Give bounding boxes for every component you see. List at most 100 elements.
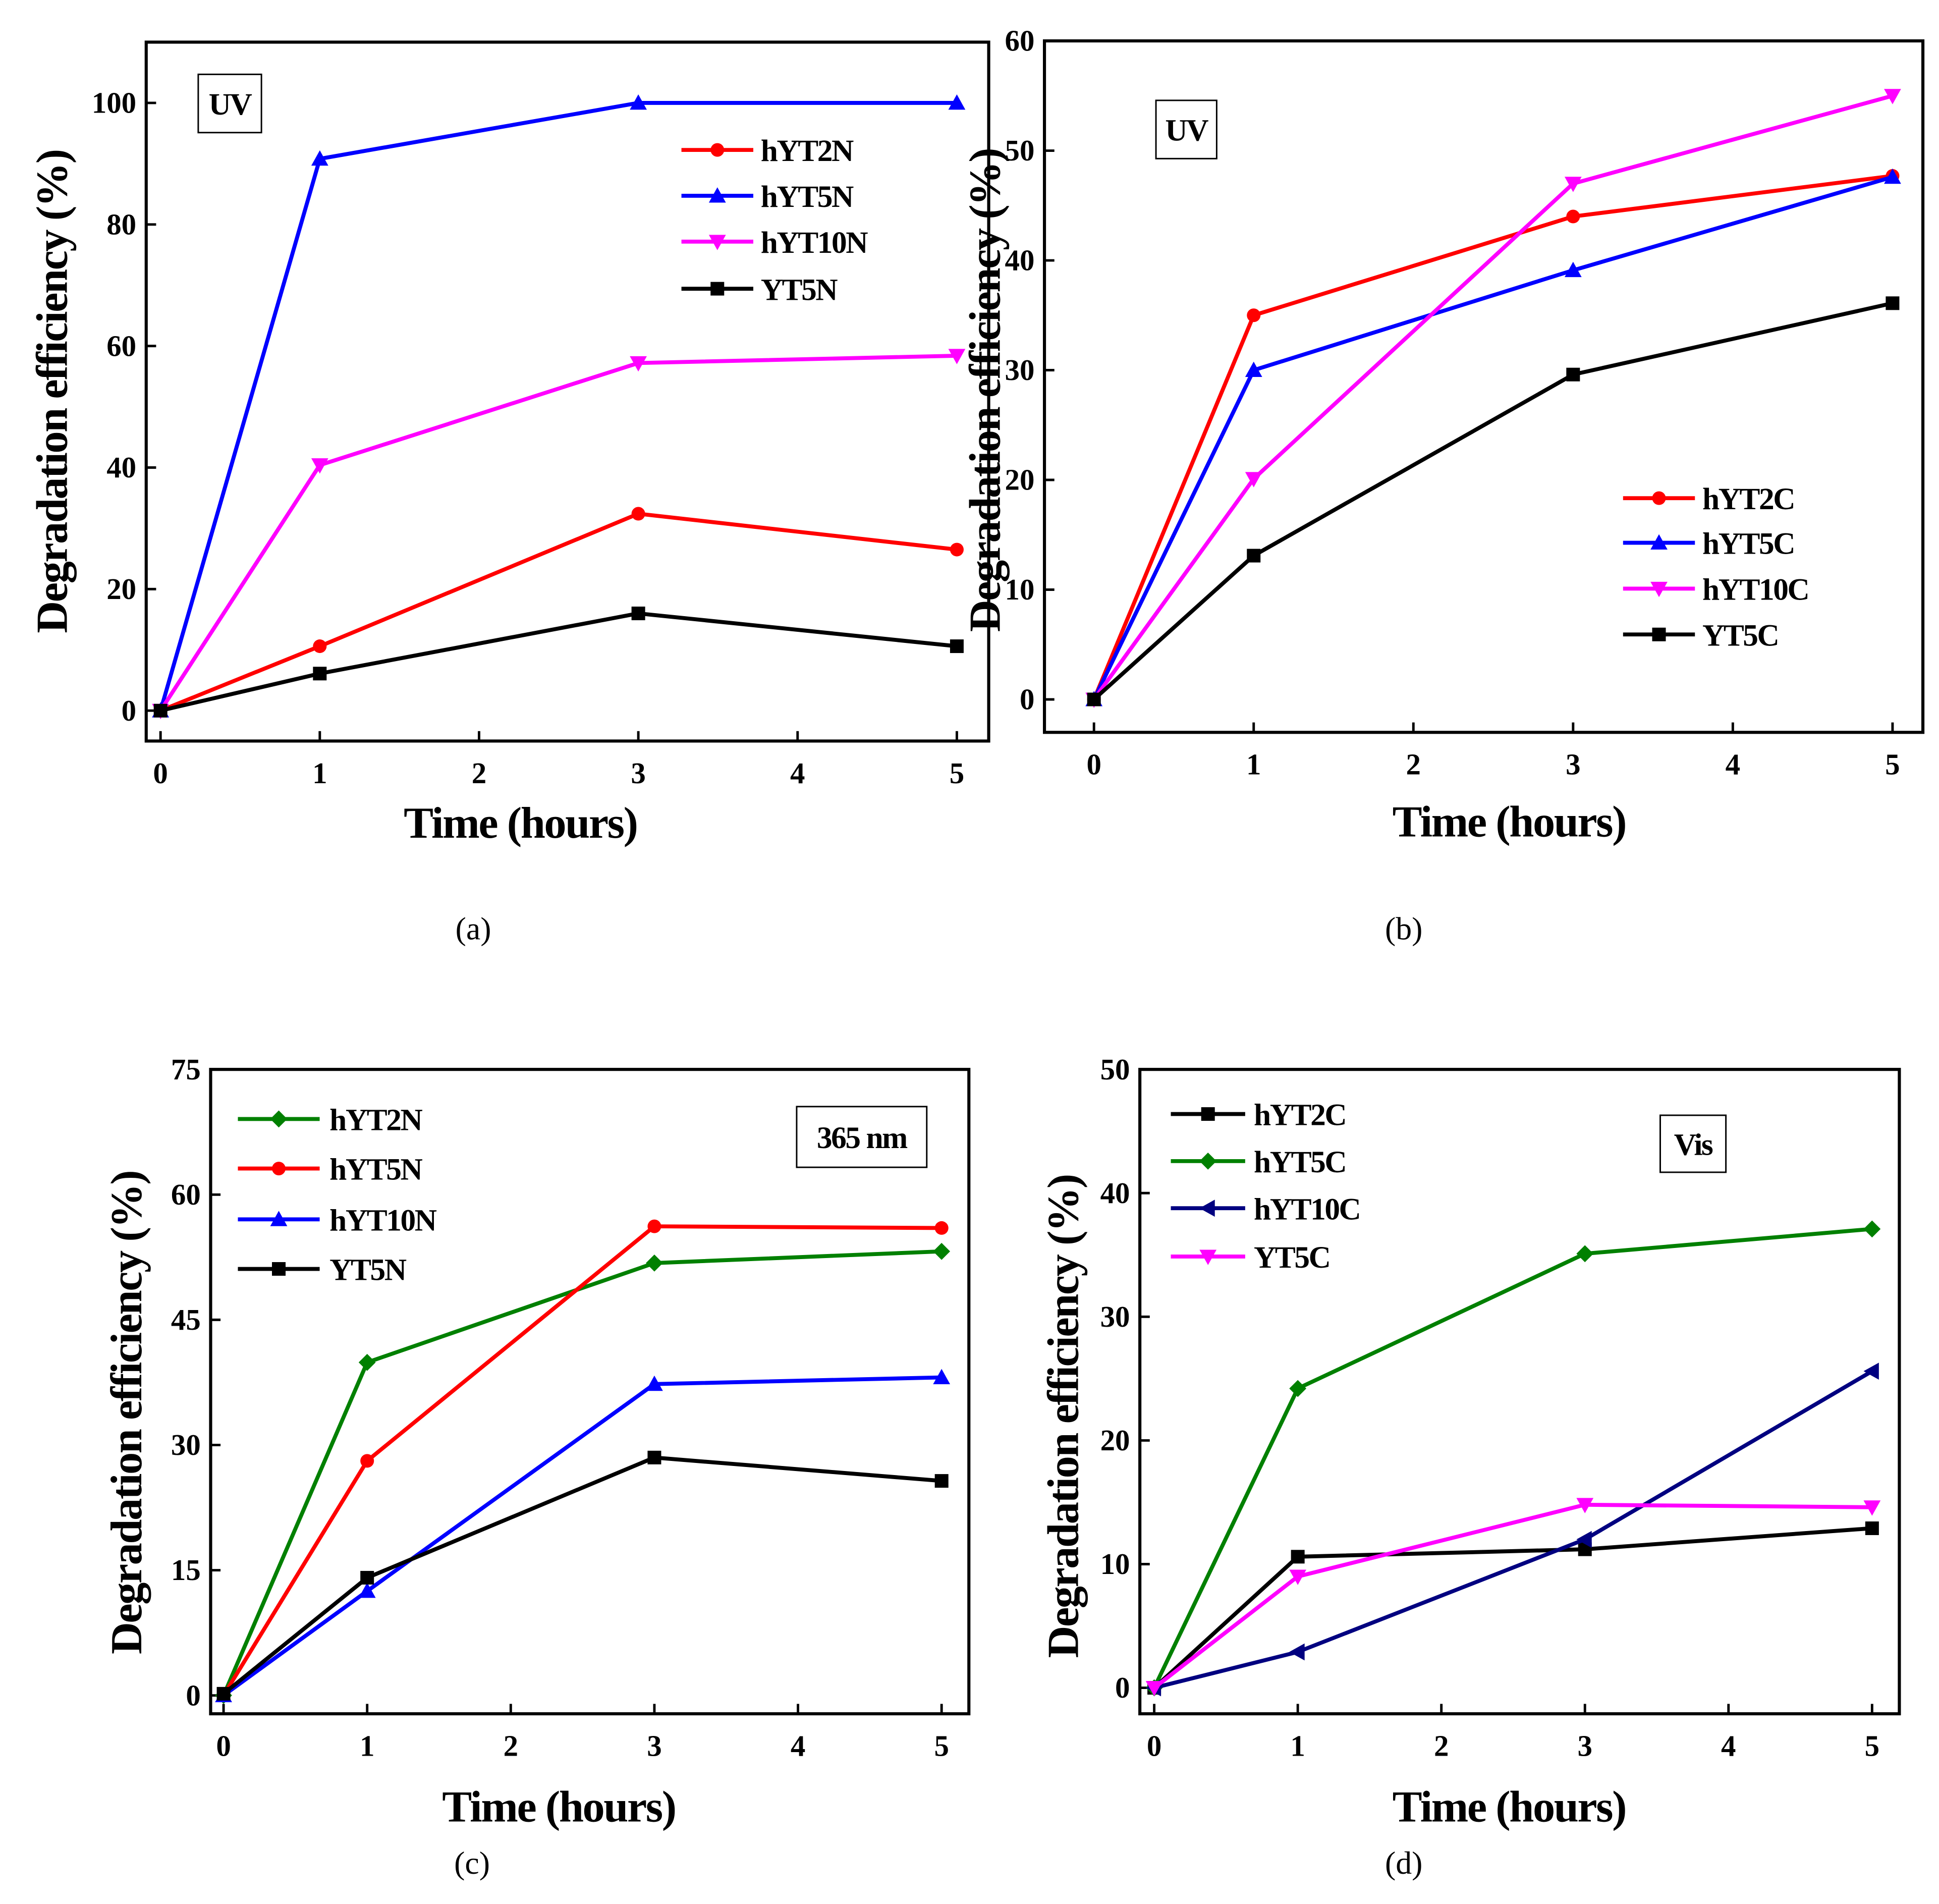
- marker-square: [1087, 692, 1101, 706]
- marker-circle: [710, 143, 725, 157]
- legend-label: hYT5C: [1702, 527, 1794, 561]
- series-line: [159, 512, 957, 713]
- panel-caption: (c): [454, 1845, 490, 1881]
- chart-panel-a: 0 1 2 3 4 5 0 20 40 60 80 100 Time (hours) Degradatio…: [28, 40, 990, 946]
- marker-triangle-down: [1145, 1681, 1163, 1697]
- y-tick-label: 40: [1005, 244, 1034, 277]
- y-tick-label: 30: [171, 1428, 201, 1461]
- y-axis-title: Degradation efficiency (%): [1038, 1175, 1088, 1658]
- x-tick-label: 1: [360, 1729, 374, 1763]
- x-tick-label: 2: [504, 1729, 518, 1763]
- x-tick-label: 5: [950, 756, 964, 790]
- legend-entry: YT5C: [1623, 618, 1780, 652]
- plot-frame: [1138, 1068, 1901, 1716]
- marker-square: [360, 1570, 374, 1585]
- marker-triangle-down: [1650, 581, 1668, 597]
- panel-caption: (b): [1385, 910, 1422, 946]
- legend-label: hYT10C: [1702, 573, 1808, 607]
- marker-triangle-up: [646, 1375, 663, 1391]
- series-line: [1152, 1526, 1872, 1690]
- legend-entry: YT5N: [238, 1253, 408, 1287]
- y-axis-title: Degradation efficiency (%): [961, 149, 1010, 632]
- marker-square: [950, 639, 964, 654]
- marker-triangle-up: [948, 94, 966, 110]
- annotation-label: 365 nm: [817, 1121, 908, 1155]
- x-tick-label: 1: [1290, 1729, 1305, 1763]
- marker-circle: [647, 1219, 661, 1233]
- x-tick-label: 4: [791, 1729, 805, 1763]
- marker-triangle-up: [630, 94, 647, 110]
- annotation-box: [1659, 1114, 1727, 1173]
- marker-square: [647, 1450, 661, 1464]
- marker-triangle-up: [1245, 361, 1262, 377]
- series-YT5N: [216, 1450, 949, 1701]
- y-tick-label: 50: [1005, 134, 1034, 167]
- series-line: [1092, 174, 1893, 700]
- marker-triangle-down: [1863, 1500, 1881, 1516]
- marker-triangle-up: [1650, 534, 1668, 550]
- marker-square: [710, 282, 725, 296]
- y-tick-label: 40: [106, 451, 136, 484]
- legend-entry: hYT5N: [238, 1153, 424, 1187]
- marker-circle: [934, 1221, 949, 1235]
- plot-frame: [1042, 39, 1925, 734]
- marker-square: [1247, 549, 1261, 563]
- series-line: [222, 1375, 942, 1697]
- series-line: [1092, 301, 1893, 701]
- marker-triangle-down: [1289, 1569, 1307, 1585]
- annotation-box: [197, 73, 262, 134]
- y-tick-label: 10: [1005, 573, 1034, 606]
- legend-entry: hYT5N: [681, 180, 855, 214]
- marker-square: [153, 703, 168, 718]
- series-line: [158, 353, 957, 712]
- marker-circle: [360, 1454, 374, 1468]
- marker-square: [272, 1262, 286, 1276]
- marker-square: [216, 1687, 231, 1701]
- marker-diamond: [358, 1353, 376, 1371]
- marker-square: [631, 607, 645, 621]
- marker-square: [1291, 1550, 1305, 1564]
- y-tick-label: 40: [1100, 1176, 1130, 1210]
- marker-diamond: [1863, 1220, 1881, 1238]
- x-tick-label: 1: [312, 756, 327, 790]
- marker-triangle-up: [1564, 261, 1582, 278]
- series-line: [160, 611, 957, 713]
- marker-triangle-down: [1564, 177, 1582, 192]
- series-hYT10N: [215, 1369, 951, 1703]
- y-tick-label: 60: [106, 329, 136, 362]
- marker-circle: [1247, 308, 1261, 322]
- marker-triangle-up: [708, 187, 726, 203]
- marker-diamond: [646, 1255, 663, 1272]
- legend-label: hYT2N: [329, 1103, 422, 1137]
- series-hYT5C: [1145, 1220, 1881, 1697]
- marker-triangle-down: [948, 349, 966, 364]
- x-tick-label: 0: [1086, 748, 1101, 781]
- legend-entry: hYT5C: [1171, 1145, 1347, 1179]
- plot-frame: [209, 1068, 971, 1716]
- x-tick-label: 2: [1434, 1729, 1449, 1763]
- x-tick-label: 5: [1865, 1729, 1879, 1763]
- legend-entry: hYT10N: [681, 226, 869, 260]
- marker-triangle-left: [1199, 1200, 1215, 1217]
- y-tick-label: 0: [1115, 1671, 1130, 1704]
- series-line: [222, 1455, 942, 1696]
- y-axis-title: Degradation efficiency (%): [102, 1171, 151, 1654]
- series-line: [1153, 1502, 1872, 1690]
- marker-square: [934, 1474, 949, 1488]
- legend-label: hYT10N: [761, 226, 868, 260]
- annotation-label: UV: [209, 87, 252, 122]
- legend-entry: hYT2N: [238, 1103, 424, 1137]
- y-tick-label: 0: [1020, 683, 1034, 716]
- marker-circle: [950, 542, 964, 557]
- x-tick-label: 0: [153, 756, 168, 790]
- legend-entry: hYT10C: [1623, 573, 1810, 607]
- marker-diamond: [1289, 1380, 1307, 1397]
- marker-triangle-up: [311, 150, 328, 166]
- legend-label: YT5C: [1702, 618, 1778, 652]
- x-tick-label: 4: [1726, 748, 1740, 781]
- y-tick-label: 75: [171, 1053, 201, 1086]
- x-tick-label: 0: [216, 1729, 231, 1763]
- legend-entry: hYT10C: [1171, 1192, 1361, 1226]
